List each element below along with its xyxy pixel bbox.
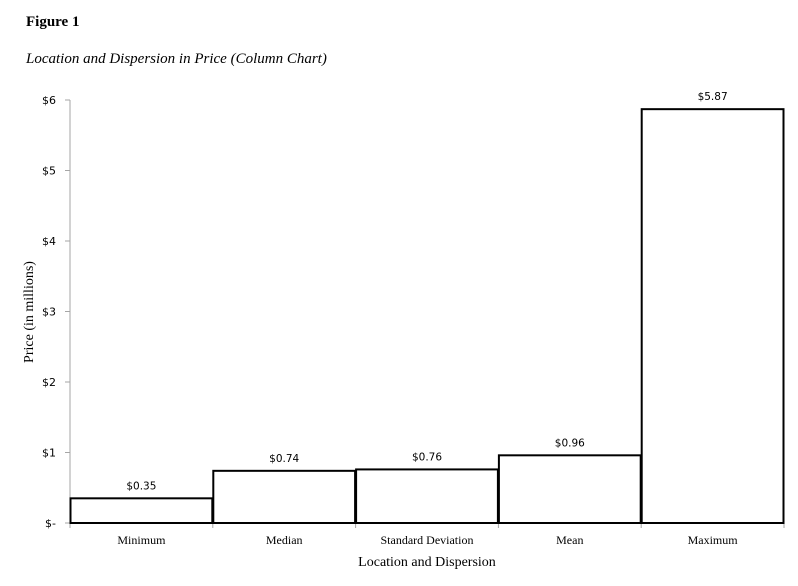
data-label: $0.35 <box>126 480 156 492</box>
x-tick-label: Standard Deviation <box>381 533 474 547</box>
bar-maximum <box>640 108 785 524</box>
y-tick-label: $6 <box>42 94 56 107</box>
x-tick-label: Median <box>266 533 303 547</box>
y-tick-label: $5 <box>42 165 56 178</box>
bar-mean <box>497 454 642 525</box>
y-tick-label: $1 <box>42 447 56 460</box>
y-tick-label: $4 <box>42 235 56 248</box>
data-label: $0.96 <box>555 437 585 449</box>
y-tick-label: $- <box>45 517 56 530</box>
data-label: $5.87 <box>698 91 728 103</box>
bar-median <box>212 469 357 524</box>
bar-standard-deviation <box>355 468 499 525</box>
y-axis-title: Price (in millions) <box>22 261 37 363</box>
y-tick-label: $3 <box>42 306 56 319</box>
x-tick-label: Mean <box>556 533 583 547</box>
bar-minimum <box>69 497 214 525</box>
x-tick-label: Maximum <box>688 533 739 547</box>
x-axis-title: Location and Dispersion <box>358 555 496 570</box>
data-label: $0.74 <box>269 453 299 465</box>
bar-group <box>69 108 785 525</box>
y-tick-label: $2 <box>42 376 56 389</box>
label-group: $0.35 Minimum $0.74 Median $0.76 Standard Dev… <box>117 91 738 547</box>
figure-label: Figure 1 <box>26 14 80 30</box>
data-label: $0.76 <box>412 451 442 463</box>
x-tick-label: Minimum <box>117 533 166 547</box>
figure-title: Location and Dispersion in Price (Column… <box>26 51 327 67</box>
